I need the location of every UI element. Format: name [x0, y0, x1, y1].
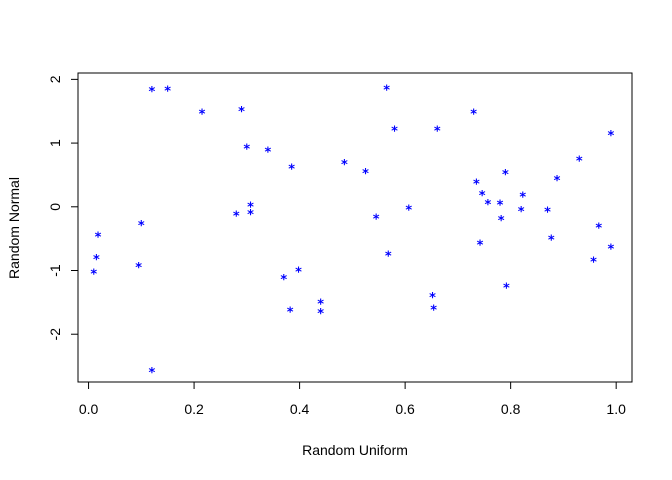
data-point: * — [288, 162, 296, 177]
data-point: * — [164, 85, 172, 100]
data-point: * — [280, 273, 288, 288]
data-point: * — [478, 189, 486, 204]
y-tick-label: 0 — [47, 203, 63, 211]
data-point: * — [286, 306, 294, 321]
y-tick-label: 2 — [47, 75, 63, 83]
data-point: * — [553, 174, 561, 189]
data-point: * — [575, 155, 583, 170]
x-axis: 0.0 0.2 0.4 0.6 0.8 1.0 — [79, 381, 626, 417]
data-point: * — [232, 209, 240, 224]
data-point: * — [433, 125, 441, 140]
data-point: * — [472, 178, 480, 193]
data-point: * — [496, 199, 504, 214]
x-tick-label: 0.2 — [184, 401, 204, 417]
data-point: * — [517, 205, 525, 220]
data-point: * — [137, 219, 145, 234]
data-point: * — [264, 146, 272, 161]
y-axis-title: Random Normal — [6, 177, 22, 279]
data-point: * — [341, 158, 349, 173]
data-point: * — [383, 83, 391, 98]
data-point: * — [519, 190, 527, 205]
data-point: * — [243, 143, 251, 158]
data-point: * — [247, 208, 255, 223]
data-point: * — [90, 267, 98, 282]
data-point: * — [247, 201, 255, 216]
x-axis-title: Random Uniform — [302, 442, 408, 458]
data-point: * — [93, 253, 101, 268]
x-tick-label: 0.4 — [290, 401, 310, 417]
data-point: * — [595, 222, 603, 237]
data-point: * — [148, 366, 156, 381]
data-point: * — [429, 291, 437, 306]
data-point: * — [198, 108, 206, 123]
x-tick-label: 1.0 — [606, 401, 626, 417]
data-point: * — [497, 214, 505, 229]
y-tick-label: -2 — [47, 328, 63, 341]
y-axis: -2 -1 0 1 2 — [47, 75, 79, 341]
data-point: * — [476, 239, 484, 254]
y-tick-label: 1 — [47, 139, 63, 147]
data-point: * — [135, 261, 143, 276]
data-point: * — [544, 206, 552, 221]
data-point: * — [503, 281, 511, 296]
data-point: * — [607, 243, 615, 258]
data-point: * — [372, 213, 380, 228]
data-point: * — [430, 304, 438, 319]
data-point: * — [501, 168, 509, 183]
data-point: * — [607, 129, 615, 144]
x-tick-label: 0.8 — [501, 401, 521, 417]
data-point: * — [484, 198, 492, 213]
plot-frame — [77, 72, 633, 383]
data-point: * — [391, 125, 399, 140]
data-point: * — [590, 255, 598, 270]
data-points: ************************************ ****… — [90, 83, 615, 381]
data-point: * — [238, 105, 246, 120]
data-point: * — [295, 266, 303, 281]
y-tick-label: -1 — [47, 264, 63, 277]
data-point: * — [94, 230, 102, 245]
data-point: * — [317, 307, 325, 322]
data-point: * — [317, 297, 325, 312]
data-point: * — [547, 234, 555, 249]
data-point: * — [470, 108, 478, 123]
x-tick-label: 0.0 — [79, 401, 99, 417]
data-point: * — [362, 167, 370, 182]
data-point: * — [405, 204, 413, 219]
data-point: * — [384, 250, 392, 265]
data-point: * — [148, 85, 156, 100]
x-tick-label: 0.6 — [395, 401, 415, 417]
